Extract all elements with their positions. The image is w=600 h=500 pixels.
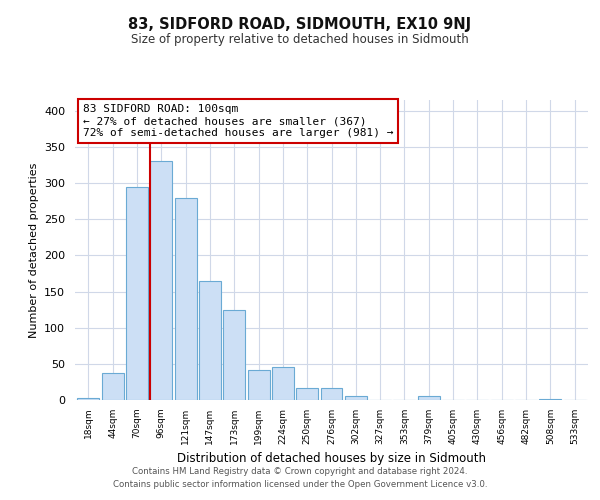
- Bar: [151, 162, 172, 400]
- Bar: [77, 398, 100, 400]
- Text: Size of property relative to detached houses in Sidmouth: Size of property relative to detached ho…: [131, 32, 469, 46]
- Bar: [223, 310, 245, 400]
- X-axis label: Distribution of detached houses by size in Sidmouth: Distribution of detached houses by size …: [177, 452, 486, 466]
- Bar: [539, 398, 561, 400]
- Bar: [199, 280, 221, 400]
- Y-axis label: Number of detached properties: Number of detached properties: [29, 162, 38, 338]
- Bar: [272, 366, 294, 400]
- Bar: [175, 198, 197, 400]
- Bar: [320, 388, 343, 400]
- Bar: [126, 186, 148, 400]
- Text: Contains public sector information licensed under the Open Government Licence v3: Contains public sector information licen…: [113, 480, 487, 489]
- Bar: [418, 396, 440, 400]
- Text: Contains HM Land Registry data © Crown copyright and database right 2024.: Contains HM Land Registry data © Crown c…: [132, 467, 468, 476]
- Bar: [345, 396, 367, 400]
- Bar: [248, 370, 269, 400]
- Text: 83 SIDFORD ROAD: 100sqm
← 27% of detached houses are smaller (367)
72% of semi-d: 83 SIDFORD ROAD: 100sqm ← 27% of detache…: [83, 104, 393, 138]
- Text: 83, SIDFORD ROAD, SIDMOUTH, EX10 9NJ: 83, SIDFORD ROAD, SIDMOUTH, EX10 9NJ: [128, 18, 472, 32]
- Bar: [102, 374, 124, 400]
- Bar: [296, 388, 318, 400]
